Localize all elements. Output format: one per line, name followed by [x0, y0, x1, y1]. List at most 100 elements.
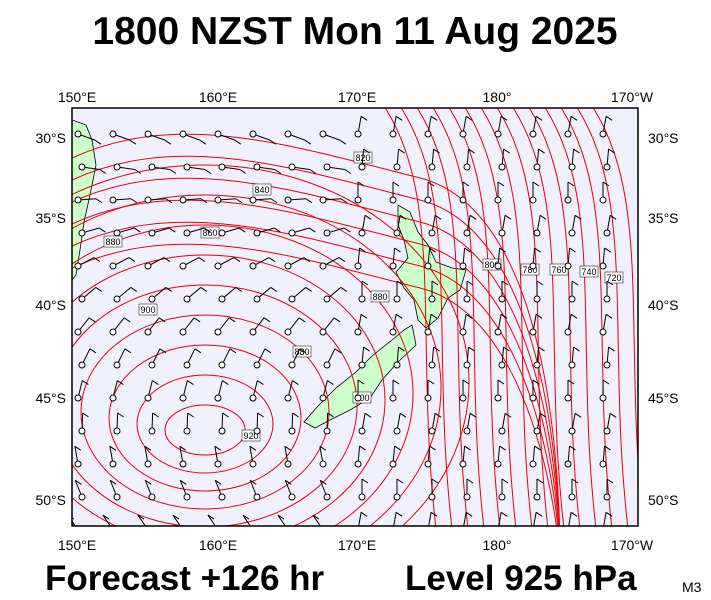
barb-station [249, 394, 257, 402]
barb-flag [503, 148, 510, 154]
barb-flag [334, 348, 342, 354]
barb-flag [344, 227, 351, 233]
barb-flag [398, 346, 405, 352]
barb-station [78, 295, 86, 303]
barb-flag [109, 445, 117, 451]
barb-station [460, 527, 466, 533]
barb-flag [95, 198, 103, 204]
contour-label: 800 [484, 260, 499, 270]
barb-flag [305, 198, 313, 204]
barb-flag [604, 445, 611, 451]
contour-label-box [370, 290, 390, 303]
lat-label: 45°S [648, 390, 679, 406]
barb-flag [172, 514, 180, 520]
barb-flag [500, 115, 508, 121]
barb-flag [430, 313, 438, 319]
barb-flag [606, 280, 614, 286]
barb-flag [532, 181, 540, 187]
barb-flag [536, 478, 544, 484]
barb-flag [319, 445, 327, 451]
barb-flag [200, 198, 208, 204]
contour-label: 880 [294, 347, 309, 357]
barb-flag [497, 181, 505, 187]
barb-station [599, 196, 607, 204]
barb-station [253, 163, 261, 171]
barb-station [393, 163, 401, 171]
barb-flag [222, 412, 229, 418]
barb-flag [468, 148, 475, 154]
barb-flag [538, 148, 545, 154]
barb-flag [165, 287, 173, 292]
barb-flag [433, 148, 440, 154]
barb-station [459, 460, 467, 468]
barb-station [109, 460, 117, 468]
contour-line [72, 224, 414, 526]
barb-station [425, 527, 431, 533]
barb-flag [359, 445, 366, 451]
barb-station [323, 295, 331, 303]
barb-flag [179, 445, 187, 451]
barb-station [428, 427, 436, 435]
barb-station [284, 328, 292, 336]
barb-station [428, 295, 436, 303]
contour-label-box [520, 263, 540, 276]
barb-station [319, 460, 327, 468]
barb-flag [609, 214, 617, 220]
barb-flag [163, 257, 171, 262]
barb-station [148, 427, 156, 435]
barb-station [183, 493, 191, 501]
barb-station [249, 130, 257, 138]
barb-station [75, 527, 81, 533]
barb-station [319, 130, 327, 138]
barb-station [494, 196, 502, 204]
barb-shaft [242, 514, 251, 526]
contour-label: 780 [522, 265, 537, 275]
barb-station [463, 427, 471, 435]
barb-flag [292, 380, 299, 385]
barb-station [78, 427, 86, 435]
barb-flag [501, 478, 509, 484]
barb-station [288, 427, 296, 435]
barb-station [495, 527, 501, 533]
barb-station [354, 130, 362, 138]
barb-station [529, 130, 537, 138]
barb-flag [501, 280, 509, 286]
barb-flag [124, 348, 132, 354]
lat-label: 35°S [648, 210, 679, 226]
barb-station [463, 229, 471, 237]
lon-label: 150°E [58, 89, 96, 105]
barb-station [393, 361, 401, 369]
barb-flag [570, 115, 578, 121]
barb-station [463, 295, 471, 303]
barb-flag [602, 181, 610, 187]
contour-label-box [241, 429, 261, 442]
barb-station [144, 328, 152, 336]
barb-flag [200, 287, 208, 292]
barb-station [529, 394, 537, 402]
barb-flag [333, 317, 341, 323]
barb-flag [228, 317, 236, 323]
contour-line [480, 108, 533, 526]
barb-flag [99, 169, 107, 174]
barb-flag [95, 287, 103, 292]
contour-label: 760 [551, 265, 566, 275]
barb-flag [573, 346, 580, 352]
barb-flag [570, 511, 578, 517]
barb-station [74, 196, 82, 204]
contour-line [72, 243, 557, 526]
wind-barbs [72, 115, 617, 533]
barb-station [389, 130, 397, 138]
barb-station [148, 295, 156, 303]
lon-label: 170°E [338, 89, 376, 105]
barb-station [109, 262, 117, 270]
barb-station [568, 427, 576, 435]
barb-flag [199, 139, 207, 145]
barb-flag [144, 479, 152, 485]
barb-station [390, 527, 396, 533]
barb-flag [130, 287, 138, 292]
barb-station [180, 527, 186, 533]
contour-line [400, 108, 453, 526]
barb-shaft [137, 514, 146, 526]
barb-flag [394, 445, 401, 451]
